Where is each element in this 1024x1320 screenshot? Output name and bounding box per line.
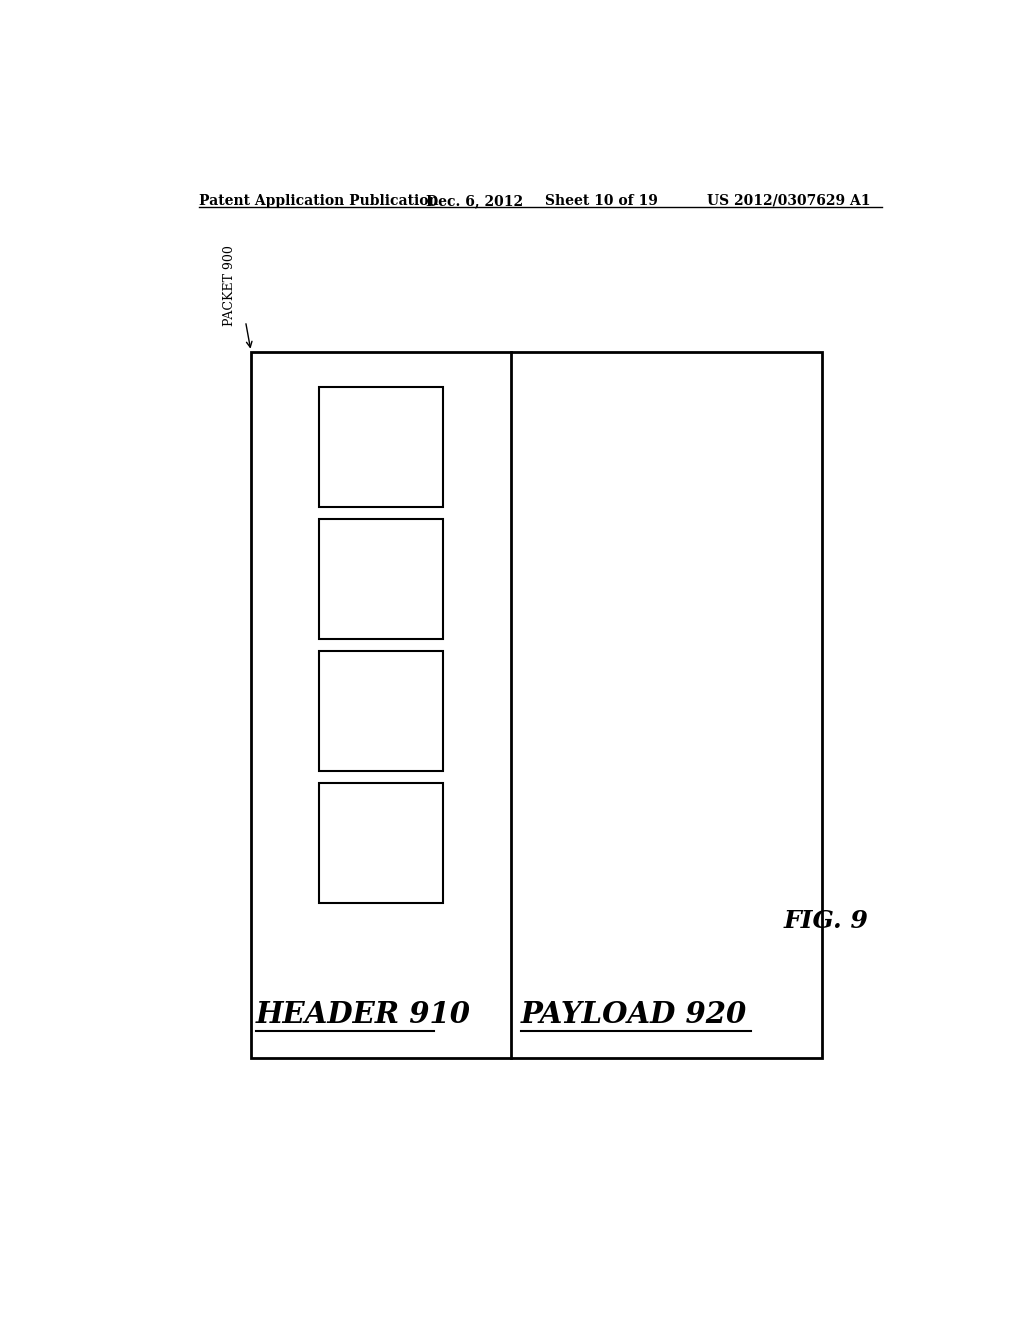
Text: HEADER 910: HEADER 910 — [256, 1001, 471, 1030]
Text: PAYLOAD 920: PAYLOAD 920 — [520, 1001, 746, 1030]
Text: Patent Application Publication: Patent Application Publication — [200, 194, 439, 209]
Text: 916: 916 — [369, 599, 393, 612]
Text: SOURCE: SOURCE — [355, 818, 407, 828]
Text: 914: 914 — [369, 731, 393, 744]
Text: 912: 912 — [369, 863, 393, 876]
Text: FIG. 9: FIG. 9 — [784, 908, 868, 933]
Bar — [319, 387, 442, 507]
Bar — [319, 784, 442, 903]
Text: PACKET 900: PACKET 900 — [223, 246, 237, 326]
Text: DESTINATION: DESTINATION — [339, 686, 423, 696]
Text: US 2012/0307629 A1: US 2012/0307629 A1 — [708, 194, 870, 209]
Text: 918: 918 — [369, 467, 393, 480]
Bar — [319, 519, 442, 639]
Text: SOURCE ROUTE: SOURCE ROUTE — [333, 421, 429, 432]
Text: PACKET ID: PACKET ID — [349, 554, 413, 564]
Bar — [251, 351, 822, 1057]
Text: Dec. 6, 2012: Dec. 6, 2012 — [426, 194, 522, 209]
Bar — [319, 651, 442, 771]
Text: Sheet 10 of 19: Sheet 10 of 19 — [545, 194, 657, 209]
